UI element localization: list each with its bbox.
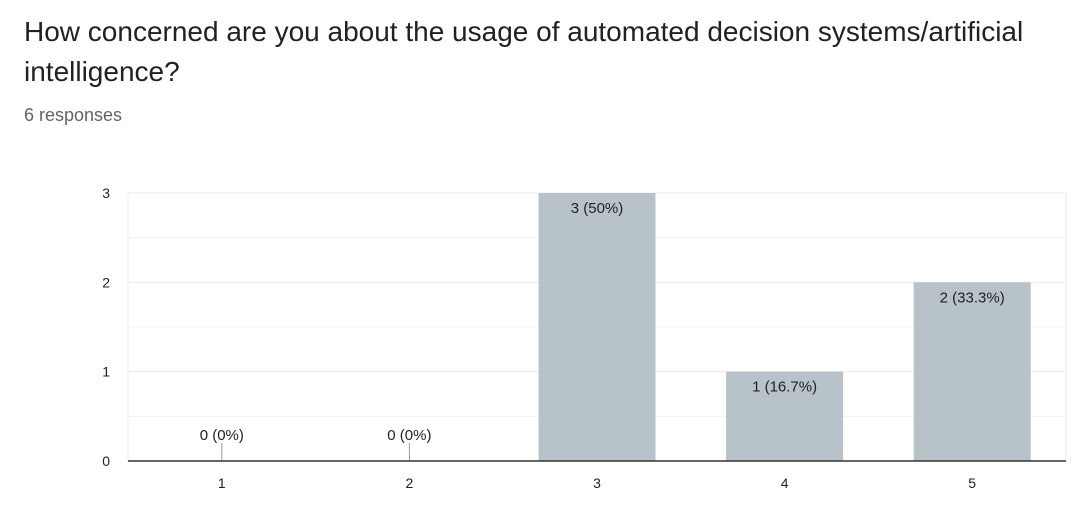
x-tick-label: 3 [593, 475, 601, 491]
y-tick-label: 3 [102, 185, 110, 201]
x-tick-label: 1 [218, 475, 226, 491]
x-tick-label: 4 [781, 475, 789, 491]
bar [726, 371, 844, 461]
data-label: 0 (0%) [200, 427, 244, 444]
response-count: 6 responses [24, 105, 123, 125]
bar [913, 282, 1031, 461]
x-tick-label: 5 [968, 475, 976, 491]
x-tick-label: 2 [406, 475, 414, 491]
data-label: 1 (16.7%) [752, 379, 817, 396]
data-label: 0 (0%) [387, 427, 431, 444]
y-tick-label: 2 [102, 274, 110, 290]
data-label: 2 (33.3%) [940, 289, 1005, 306]
y-tick-label: 0 [102, 453, 110, 469]
y-tick-label: 1 [102, 364, 110, 380]
bar [538, 193, 656, 461]
chart-title: How concerned are you about the usage of… [24, 16, 1024, 87]
data-label: 3 (50%) [571, 200, 624, 217]
